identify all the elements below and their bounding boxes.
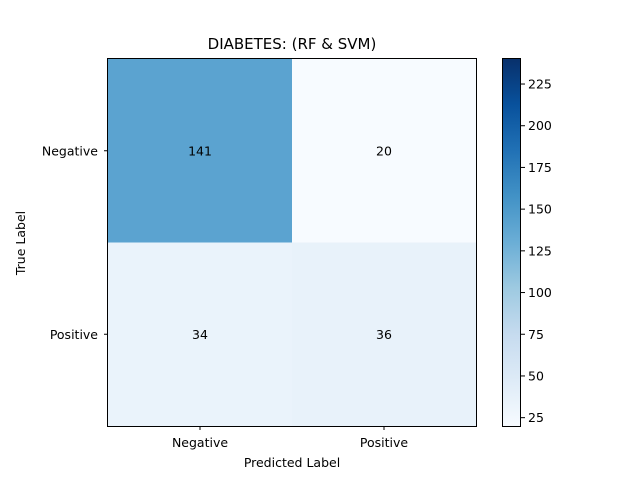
x-tick-label: Positive xyxy=(360,435,408,450)
heatmap-cells: 141 20 34 36 xyxy=(108,59,477,427)
cell-value-label-0-0: 141 xyxy=(188,143,212,158)
colorbar-tick-label: 25 xyxy=(528,410,544,425)
colorbar-tick-label: 75 xyxy=(528,327,544,342)
x-axis-ticks: Negative Positive xyxy=(172,426,408,450)
colorbar-tick-label: 100 xyxy=(528,285,552,300)
y-tick-label: Negative xyxy=(42,143,98,158)
colorbar-tick-label: 125 xyxy=(528,243,552,258)
colorbar-tick-label: 50 xyxy=(528,368,544,383)
colorbar-tick-label: 175 xyxy=(528,160,552,175)
y-axis-label: True Label xyxy=(13,211,28,276)
x-axis-label: Predicted Label xyxy=(244,455,340,470)
colorbar: 25 50 75 100 125 150 175 200 225 xyxy=(502,58,552,427)
chart-title: DIABETES: (RF & SVM) xyxy=(208,35,377,53)
cell-value-label-0-1: 20 xyxy=(376,143,392,158)
colorbar-tick-label: 200 xyxy=(528,118,552,133)
plot-frame xyxy=(107,58,477,427)
heatmap-cell-1-1 xyxy=(292,242,477,427)
cell-value-label-1-0: 34 xyxy=(192,327,208,342)
heatmap-cell-1-0 xyxy=(108,242,293,427)
colorbar-ticks: 25 50 75 100 125 150 175 200 225 xyxy=(521,77,552,425)
heatmap-cell-0-1 xyxy=(292,59,477,243)
cell-value-label-1-1: 36 xyxy=(376,327,392,342)
y-tick-label: Positive xyxy=(50,327,98,342)
x-tick-label: Negative xyxy=(172,435,228,450)
colorbar-gradient xyxy=(502,58,521,427)
colorbar-tick-label: 150 xyxy=(528,202,552,217)
heatmap-cell-0-0 xyxy=(108,59,293,243)
y-axis-ticks: Negative Positive xyxy=(42,143,108,342)
colorbar-tick-label: 225 xyxy=(528,77,552,92)
